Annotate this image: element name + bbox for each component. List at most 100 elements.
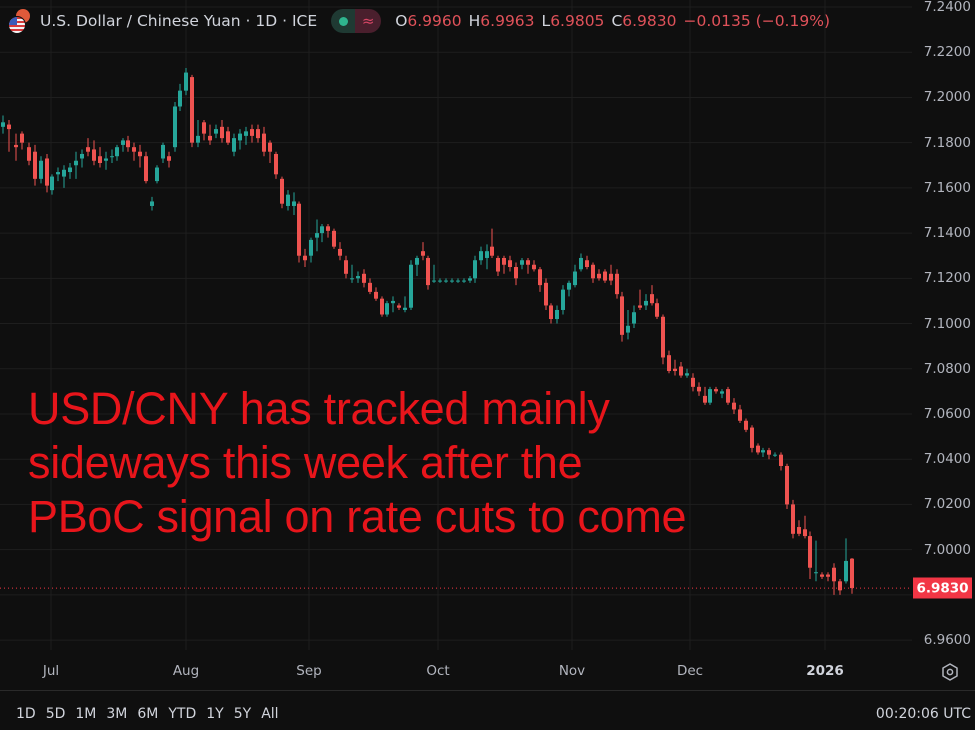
date-range-selector: 1D 5D 1M 3M 6M YTD 1Y 5Y All: [16, 706, 279, 722]
chart-settings-button[interactable]: [940, 662, 960, 682]
candle: [309, 237, 313, 263]
candle: [685, 368, 689, 378]
candle: [421, 242, 425, 261]
symbol-title[interactable]: U.S. Dollar / Chinese Yuan · 1D · ICE: [40, 12, 318, 30]
candle: [115, 144, 119, 161]
candle: [244, 126, 248, 145]
candle: [98, 147, 102, 168]
candle: [791, 499, 795, 539]
candle: [262, 126, 266, 157]
candle: [673, 359, 677, 376]
price-axis-label: 7.1200: [923, 270, 971, 287]
range-button-1m[interactable]: 1M: [75, 706, 97, 722]
candle: [132, 142, 136, 161]
time-axis-label: Aug: [172, 663, 200, 679]
candle: [362, 269, 366, 288]
range-button-5y[interactable]: 5Y: [233, 706, 252, 722]
candle: [597, 269, 601, 281]
candlestick-chart[interactable]: [0, 0, 975, 690]
candle: [315, 219, 319, 252]
candle: [350, 264, 354, 283]
candle: [56, 167, 60, 182]
annotation-line-1: USD/CNY has tracked mainly: [28, 383, 610, 434]
time-axis-label: Dec: [676, 663, 704, 679]
candle: [697, 382, 701, 396]
candle: [303, 248, 307, 268]
candle: [632, 305, 636, 329]
range-button-1y[interactable]: 1Y: [206, 706, 224, 722]
bottom-divider: [0, 690, 975, 691]
open-value: 6.9960: [407, 12, 462, 30]
annotation-line-2: sideways this week after the: [28, 437, 583, 488]
candle: [250, 124, 254, 143]
market-open-dot-icon: [338, 16, 348, 26]
price-axis-label: 7.1000: [923, 315, 971, 332]
candle: [591, 262, 595, 283]
candle: [144, 151, 148, 184]
candle: [80, 149, 84, 168]
candle: [167, 151, 171, 168]
chart-grid: [0, 0, 912, 650]
range-button-all[interactable]: All: [261, 706, 279, 722]
candle: [667, 350, 671, 374]
candle: [779, 452, 783, 471]
price-axis-label: 7.0600: [923, 405, 971, 422]
high-label: H: [468, 12, 481, 30]
approx-delay-icon: ≈: [355, 9, 382, 33]
range-button-5d[interactable]: 5D: [45, 706, 66, 722]
candle: [202, 120, 206, 141]
candle: [20, 131, 24, 150]
candle: [432, 264, 436, 283]
candle: [409, 260, 413, 310]
candle: [638, 289, 642, 310]
low-value: 6.9805: [550, 12, 605, 30]
candle: [280, 176, 284, 209]
candle: [450, 278, 454, 283]
candle: [190, 74, 194, 148]
candle: [297, 201, 301, 263]
range-button-1d[interactable]: 1D: [16, 706, 36, 722]
candle: [33, 144, 37, 186]
candle: [832, 563, 836, 595]
candle: [468, 276, 472, 283]
candle: [479, 246, 483, 265]
candle: [456, 278, 460, 283]
candle: [785, 463, 789, 509]
candle: [391, 296, 395, 313]
candle: [844, 538, 848, 584]
candle: [415, 255, 419, 277]
candle: [744, 418, 748, 433]
market-status-pill[interactable]: ≈: [331, 9, 382, 33]
candle: [473, 255, 477, 283]
candle: [332, 228, 336, 249]
candle: [644, 294, 648, 310]
candle: [655, 298, 659, 320]
candle: [573, 264, 577, 288]
time-axis-label: Oct: [426, 663, 450, 679]
time-axis-label: Nov: [558, 663, 586, 679]
candle: [14, 133, 18, 161]
candle: [508, 255, 512, 272]
candle: [50, 174, 54, 195]
candle: [39, 156, 43, 184]
low-label: L: [541, 12, 551, 30]
utc-clock[interactable]: 00:20:06 UTC: [875, 706, 971, 722]
candle: [74, 151, 78, 179]
candle: [814, 540, 818, 582]
price-axis-label: 7.2200: [923, 44, 971, 61]
candle: [514, 262, 518, 286]
candle: [286, 190, 290, 211]
range-button-3m[interactable]: 3M: [106, 706, 128, 722]
candle: [714, 386, 718, 394]
range-button-6m[interactable]: 6M: [137, 706, 159, 722]
candle: [220, 120, 224, 143]
currency-flags-icon: [6, 9, 32, 34]
range-button-ytd[interactable]: YTD: [168, 706, 197, 722]
candle: [184, 68, 188, 96]
time-axis-label: Sep: [296, 663, 322, 679]
candle: [720, 389, 724, 399]
candle: [555, 305, 559, 324]
chart-annotation: USD/CNY has tracked mainly sideways this…: [28, 382, 687, 544]
candle: [226, 126, 230, 145]
candle: [803, 515, 807, 539]
